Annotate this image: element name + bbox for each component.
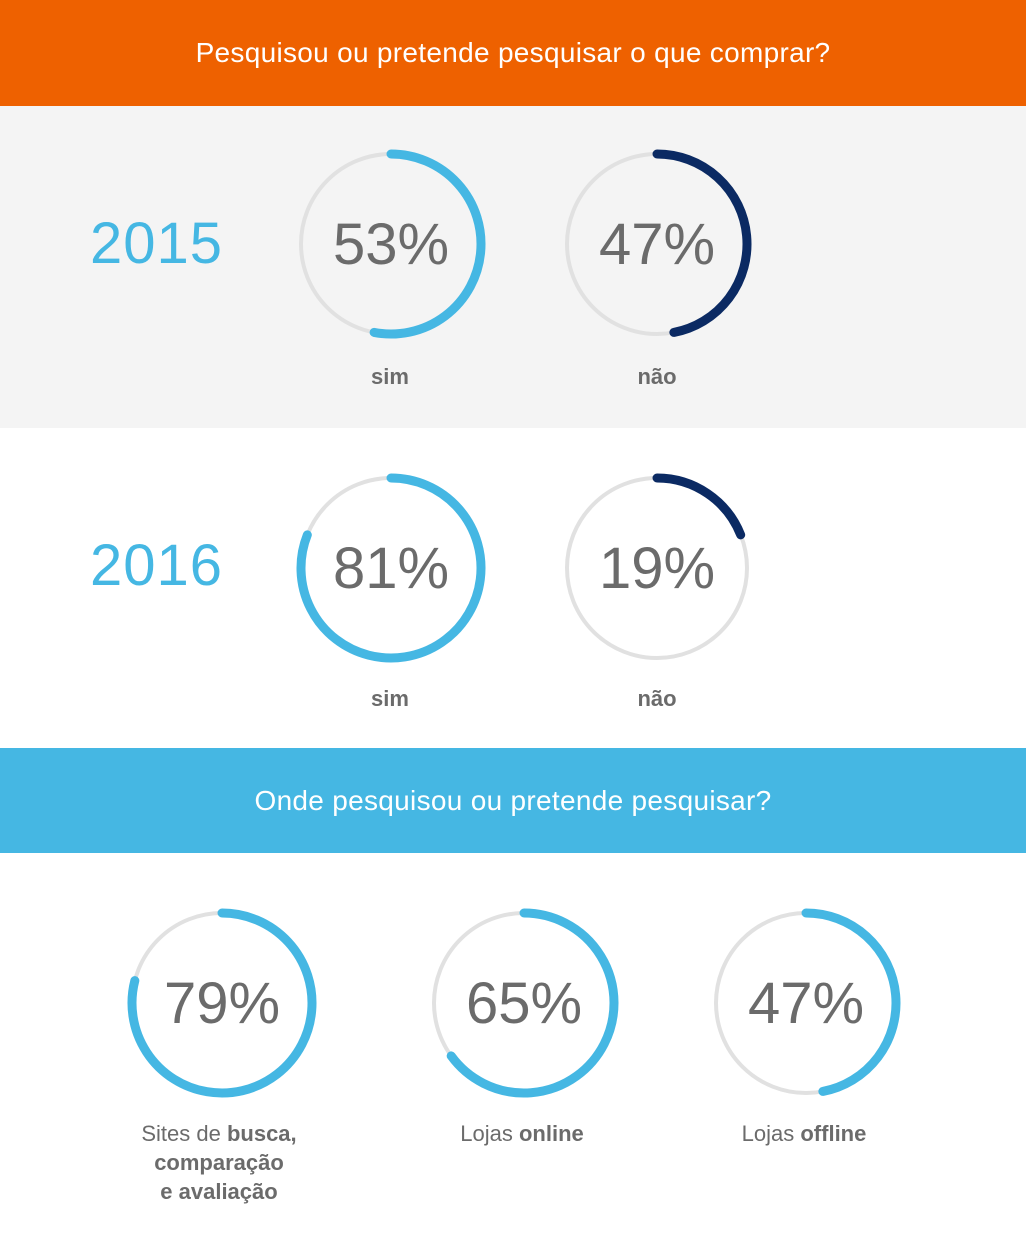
donut-percentage: 53% <box>332 211 450 277</box>
donut-svg <box>565 473 749 660</box>
donut-svg <box>299 149 486 339</box>
donut-sites-busca: 79% <box>122 903 322 1103</box>
question-title-middle: Onde pesquisou ou pretende pesquisar? <box>254 784 772 816</box>
donut-svg <box>714 908 901 1096</box>
caption-lojas-offline: Lojas offline <box>741 1121 867 1146</box>
label-2015-nao: não <box>637 364 677 389</box>
donut-percentage: 65% <box>465 970 583 1036</box>
donut-value-arc <box>446 908 619 1098</box>
donut-svg <box>565 149 752 337</box>
question-title-top: Pesquisou ou pretende pesquisar o que co… <box>195 37 831 68</box>
donut-2015-nao: 47% <box>557 144 757 344</box>
year-label-2016: 2016 <box>90 533 224 598</box>
donut-percentage: 19% <box>598 535 716 601</box>
donut-value-arc <box>652 473 746 540</box>
caption-sites-busca: Sites de busca, comparação e avaliação <box>141 1121 297 1204</box>
question-banner-middle: Onde pesquisou ou pretende pesquisar? <box>0 748 1026 853</box>
donut-svg <box>127 908 317 1098</box>
donut-value-arc <box>801 908 901 1096</box>
donut-2015-sim: 53% <box>291 144 491 344</box>
donut-value-arc <box>369 149 486 339</box>
donut-lojas-online: 65% <box>424 903 624 1103</box>
donut-2016-nao: 19% <box>557 468 757 668</box>
label-2015-sim: sim <box>371 364 409 389</box>
donut-value-arc <box>652 149 752 337</box>
donut-percentage: 81% <box>332 535 450 601</box>
donut-percentage: 47% <box>598 211 716 277</box>
label-2016-sim: sim <box>371 686 409 711</box>
donut-lojas-offline: 47% <box>706 903 906 1103</box>
donut-percentage: 79% <box>163 970 281 1036</box>
donut-svg <box>432 908 619 1098</box>
donut-value-arc <box>127 908 317 1098</box>
year-label-2015: 2015 <box>90 211 224 276</box>
donut-2016-sim: 81% <box>291 468 491 668</box>
label-2016-nao: não <box>637 686 677 711</box>
question-banner-top: Pesquisou ou pretende pesquisar o que co… <box>0 0 1026 106</box>
section-2016: 2016 81% sim 19% não <box>0 428 1026 748</box>
section-where-searched: 79% Sites de busca, comparação e avaliação… <box>0 853 1026 1249</box>
section-2015: 2015 53% sim 47% não <box>0 106 1026 428</box>
caption-lojas-online: Lojas online <box>460 1121 584 1146</box>
donut-value-arc <box>296 473 486 663</box>
donut-svg <box>296 473 486 663</box>
donut-percentage: 47% <box>747 970 865 1036</box>
